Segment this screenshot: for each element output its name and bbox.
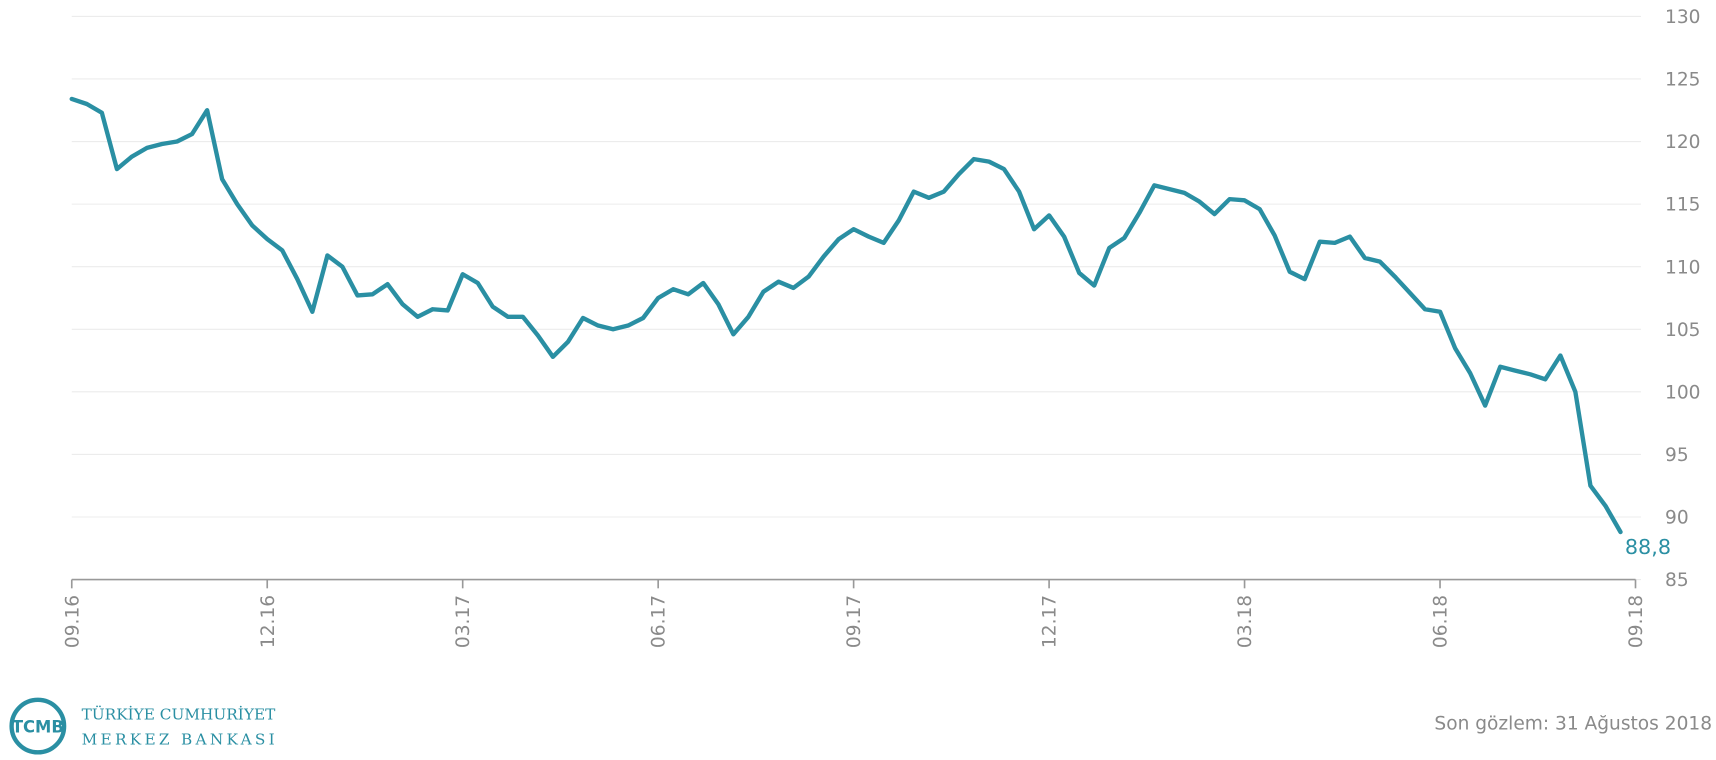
- x-tick-label: 09.16: [62, 595, 83, 648]
- x-tick-label: 03.18: [1235, 595, 1256, 648]
- data-line: [69, 96, 1623, 535]
- x-tick-label: 06.18: [1431, 595, 1452, 648]
- y-tick-label: 85: [1665, 570, 1689, 591]
- x-tick-label: 03.17: [453, 595, 474, 648]
- y-tick-label: 125: [1665, 70, 1700, 91]
- logo-line2: MERKEZ BANKASI: [82, 731, 278, 749]
- logo: TCMB TÜRKİYE CUMHURİYET MERKEZ BANKASI: [9, 697, 278, 755]
- y-tick-label: 120: [1665, 132, 1700, 153]
- y-tick-label: 95: [1665, 445, 1689, 466]
- y-tick-label: 100: [1665, 382, 1700, 403]
- y-tick-label: 110: [1665, 257, 1700, 278]
- y-tick-label: 130: [1665, 7, 1700, 28]
- y-tick-label: 105: [1665, 320, 1700, 341]
- footnote: Son gözlem: 31 Ağustos 2018: [1434, 713, 1712, 734]
- logo-ring: [9, 697, 67, 755]
- x-tick-label: 12.16: [258, 595, 279, 648]
- y-tick-label: 90: [1665, 508, 1689, 529]
- logo-line1: TÜRKİYE CUMHURİYET: [82, 706, 277, 724]
- logo-mark: TCMB: [12, 718, 64, 737]
- x-tick-label: 09.18: [1626, 595, 1647, 648]
- y-tick-label: 115: [1665, 195, 1700, 216]
- value-label: 88,8: [1625, 535, 1671, 559]
- x-tick-label: 09.17: [844, 595, 865, 648]
- x-tick-label: 12.17: [1040, 595, 1061, 648]
- x-tick-label: 06.17: [649, 595, 670, 648]
